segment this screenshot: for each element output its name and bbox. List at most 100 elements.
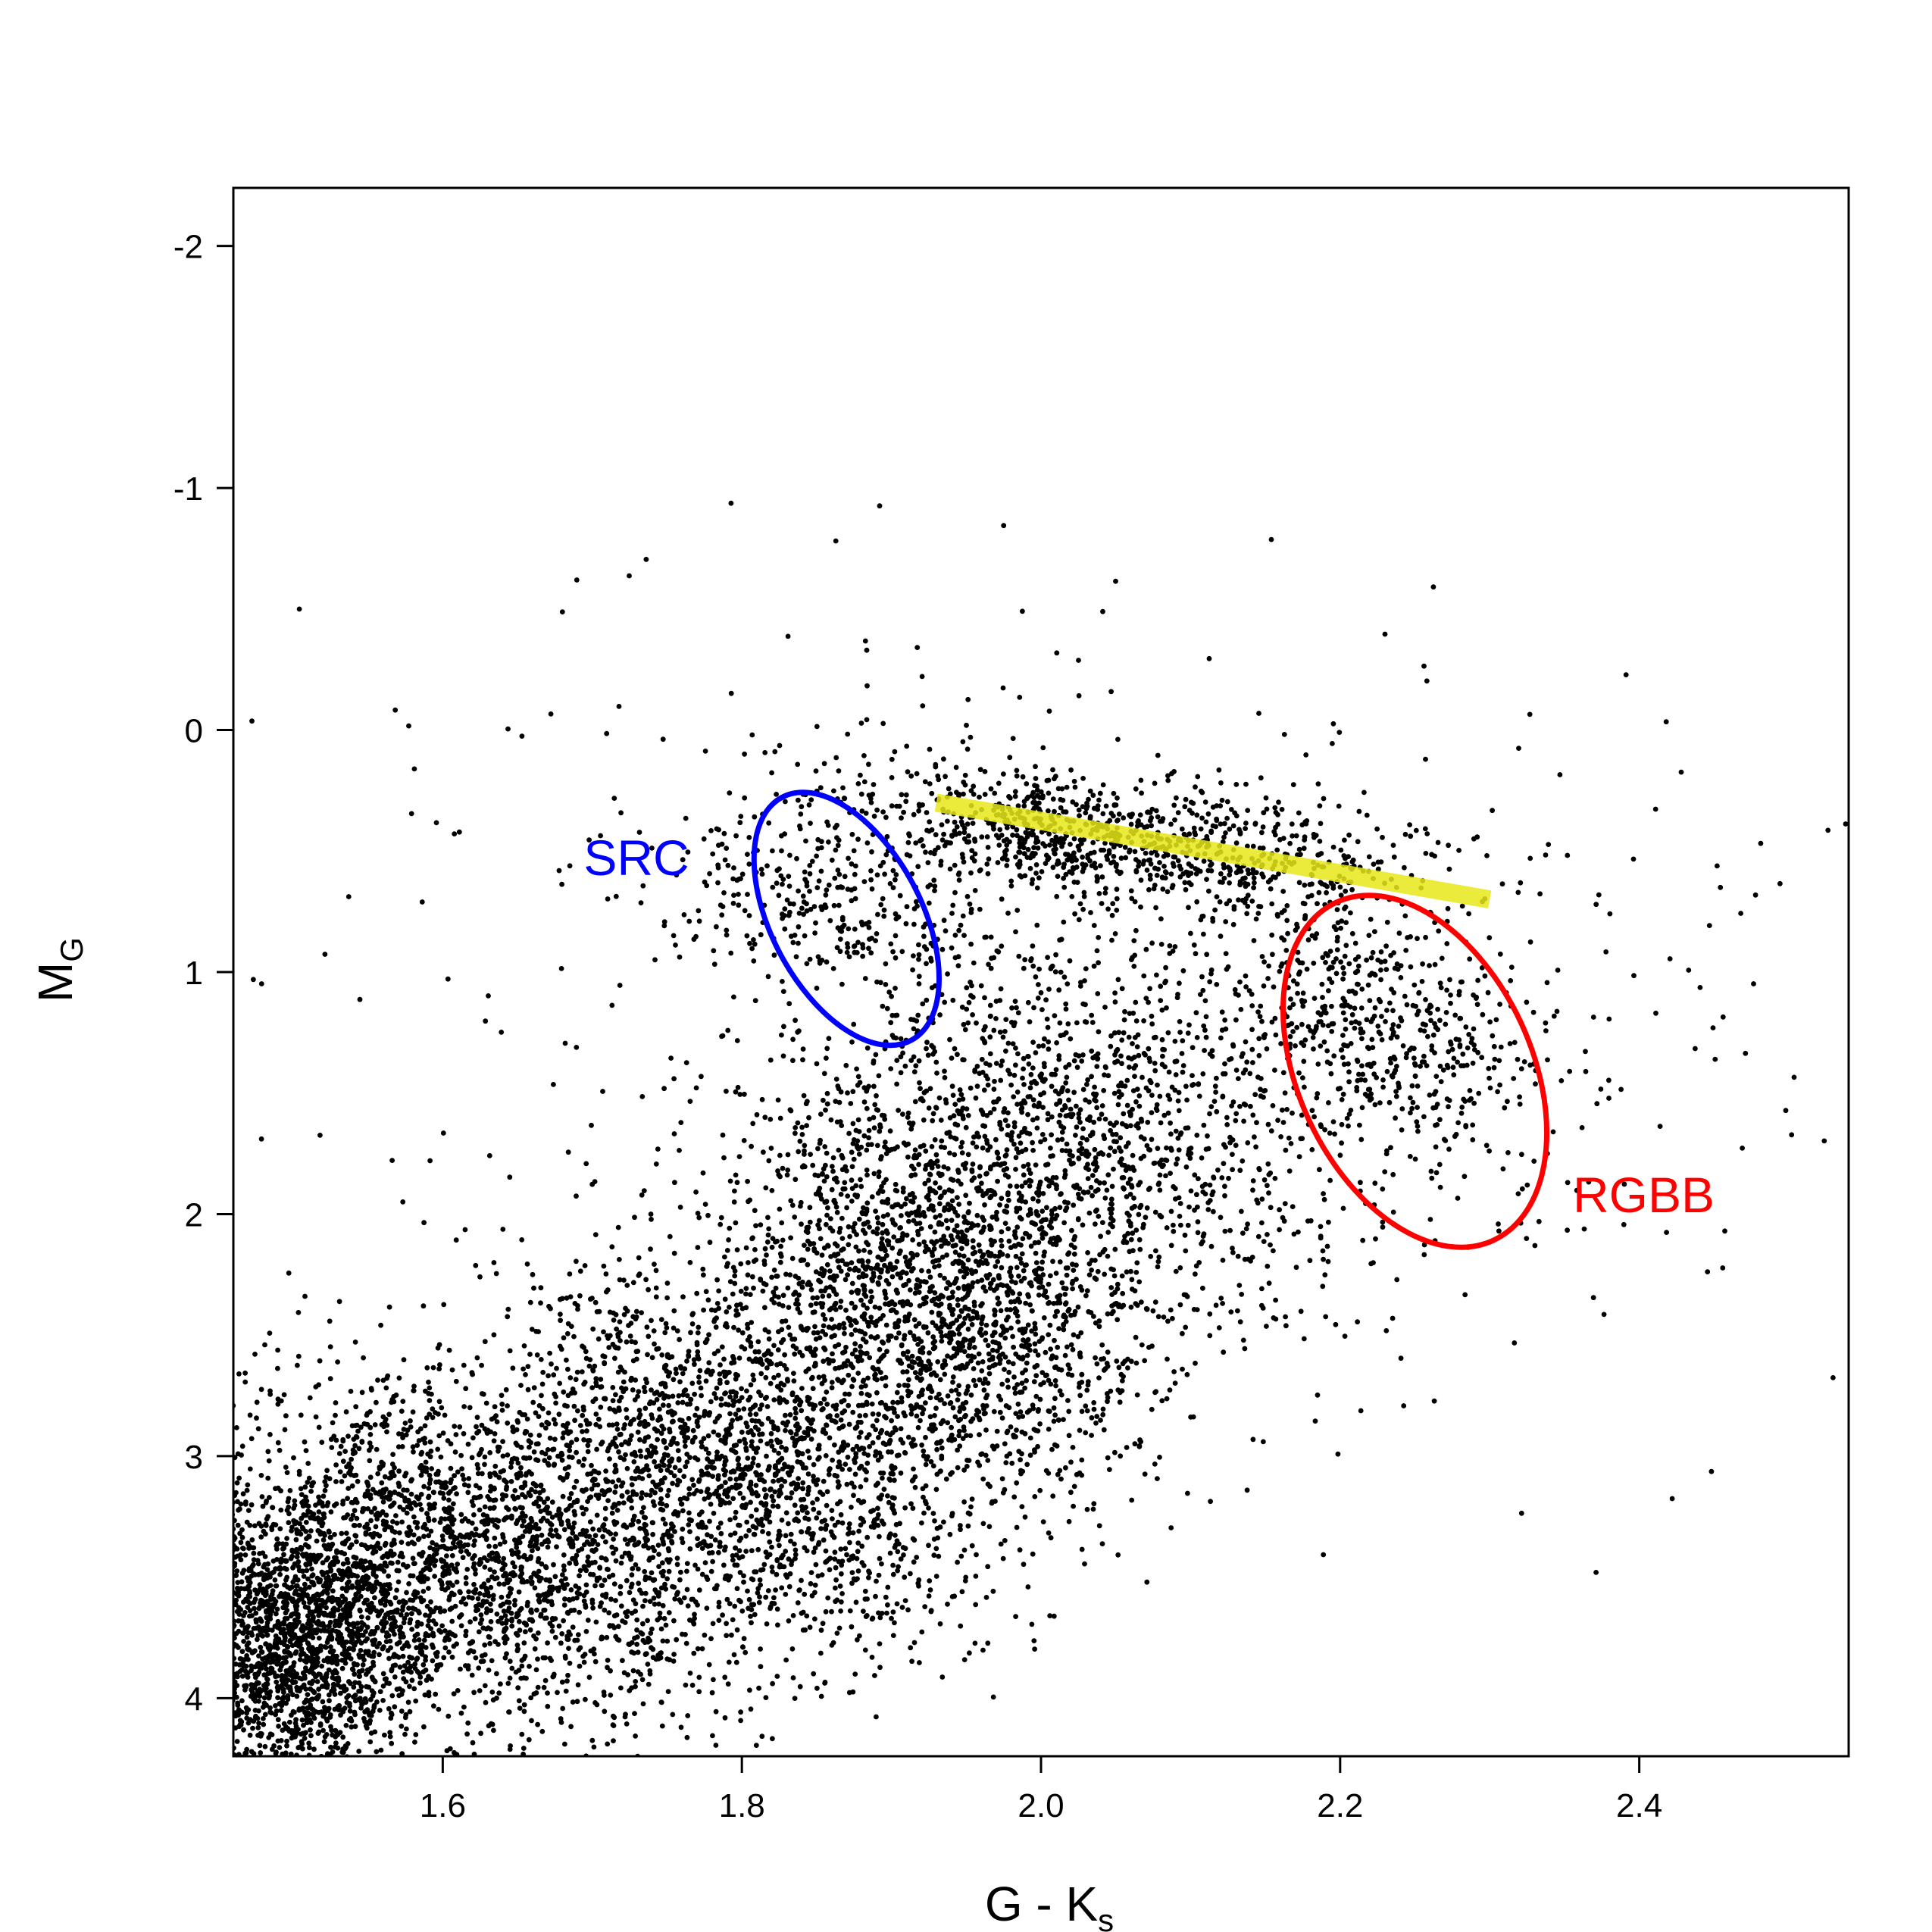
data-point-3350 [474,1462,480,1468]
data-point-1917 [665,1689,671,1695]
data-point-3488 [536,1599,542,1605]
data-point-3606 [521,1455,527,1461]
data-point-2312 [286,1270,292,1276]
data-point-2698 [686,1491,692,1497]
data-point-4690 [613,1531,618,1537]
data-point-4726 [1021,1562,1027,1568]
data-point-1201 [339,1479,345,1484]
data-point-413 [369,1629,375,1634]
data-point-4687 [727,1476,733,1482]
data-point-4431 [611,1318,617,1323]
data-point-769 [320,1727,326,1733]
data-point-1020 [263,1521,269,1527]
data-point-936 [256,1605,262,1612]
data-point-3820 [521,1656,527,1662]
data-point-4101 [621,1379,627,1385]
data-point-919 [389,1666,395,1672]
data-point-2339 [477,1562,483,1568]
data-point-4324 [680,1294,686,1300]
data-point-2772 [602,1693,607,1698]
data-point-4005 [666,1402,671,1408]
data-point-1106 [424,1677,430,1683]
data-point-1440 [378,1600,384,1606]
data-point-2112 [466,1476,472,1481]
data-point-3776 [551,1673,557,1679]
data-point-3796 [602,1505,608,1512]
data-point-2715 [374,1399,379,1405]
data-point-3814 [361,1567,367,1573]
data-point-2963 [247,1466,253,1472]
data-point-3703 [533,1542,538,1548]
data-point-4991 [592,1468,598,1474]
data-point-1432 [392,1704,398,1710]
data-point-3526 [358,1648,364,1653]
data-point-928 [332,1532,337,1537]
data-point-4191 [930,1511,936,1516]
data-point-1905 [560,1435,566,1441]
data-point-4356 [878,1470,883,1476]
data-point-1063 [238,1540,244,1546]
data-point-4670 [546,1303,552,1309]
data-point-1524 [290,1579,296,1585]
data-point-3924 [800,1480,806,1486]
data-point-4638 [684,1561,690,1567]
data-point-314 [292,1574,299,1580]
data-point-3932 [561,1335,567,1341]
data-point-3509 [680,1526,686,1532]
data-point-4710 [637,1526,643,1531]
data-point-4526 [671,1250,677,1256]
data-point-3999 [533,1441,539,1447]
data-point-1861 [278,1708,284,1714]
data-point-3677 [447,1594,452,1599]
data-point-3459 [597,1565,603,1571]
data-point-2757 [440,1491,446,1496]
data-point-4482 [869,1655,875,1660]
data-point-4021 [707,1518,712,1524]
data-point-2101 [432,1574,437,1579]
data-point-831 [256,1721,261,1726]
data-point-2055 [305,1543,311,1549]
data-point-3666 [313,1384,319,1390]
data-point-3807 [603,1591,609,1597]
data-point-2671 [423,1658,428,1663]
data-point-1072 [310,1707,316,1713]
data-point-3167 [289,1547,295,1553]
data-point-2394 [345,1536,352,1542]
data-point-4576 [811,1671,817,1677]
data-point-4336 [752,1612,758,1618]
data-point-1925 [463,1575,469,1580]
data-point-4135 [1030,1551,1036,1557]
data-point-2096 [770,1736,775,1742]
data-point-2193 [535,1684,541,1690]
data-point-1354 [399,1607,405,1613]
data-point-4392 [945,1601,950,1607]
data-point-2164 [589,1737,596,1743]
data-point-4770 [615,1369,621,1375]
data-point-2818 [591,1646,597,1652]
data-point-2892 [461,1596,467,1602]
data-point-4510 [877,1665,883,1671]
data-point-3583 [335,1359,340,1365]
data-point-1448 [396,1530,402,1536]
data-point-4227 [1032,1646,1037,1652]
data-point-4755 [965,1523,971,1529]
data-point-3439 [519,1579,525,1585]
data-point-4025 [462,1227,468,1233]
data-point-4347 [574,1499,580,1505]
data-point-3317 [364,1521,370,1527]
data-point-3071 [255,1426,261,1432]
data-point-2210 [464,1567,470,1572]
data-point-407 [238,1557,244,1563]
data-point-2448 [613,1598,618,1603]
data-point-1302 [526,1737,532,1743]
data-point-2637 [440,1537,445,1543]
data-point-2984 [574,1595,580,1601]
data-point-2783 [524,1675,529,1681]
data-point-3135 [459,1518,465,1524]
data-point-2400 [469,1455,475,1461]
data-point-4944 [556,1411,562,1418]
data-point-4397 [427,1158,433,1164]
data-point-4934 [1029,1621,1035,1627]
data-point-1156 [316,1555,322,1560]
